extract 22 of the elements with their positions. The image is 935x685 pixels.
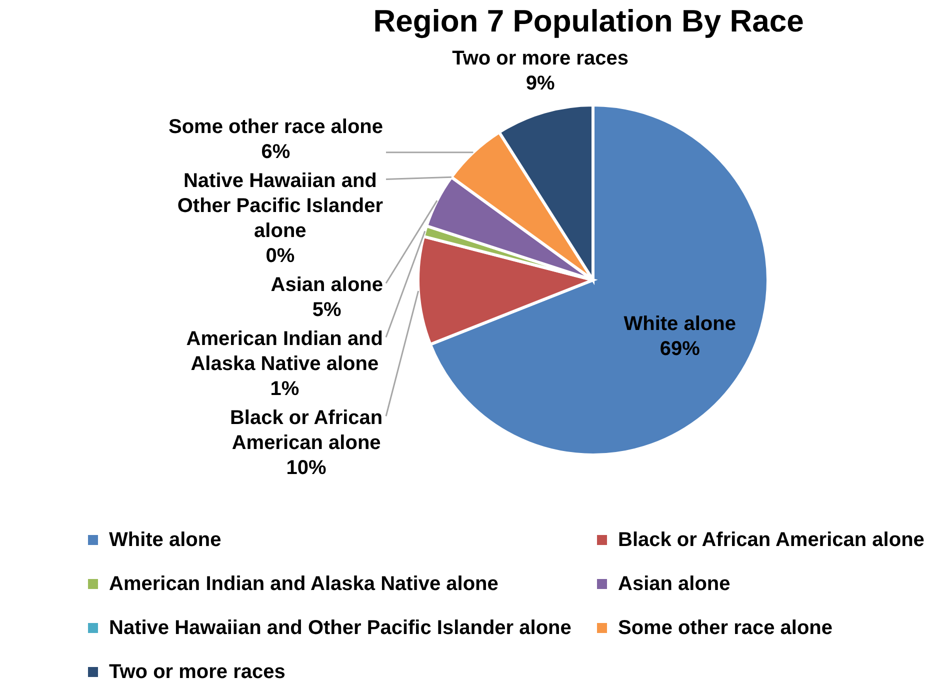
legend-label: Two or more races (109, 661, 286, 683)
slice-label: American Indian and Alaska Native alone (186, 328, 384, 376)
slice-label: Black or African American alone (230, 407, 383, 454)
legend-label: Black or African American alone (618, 529, 924, 551)
slice-label: Asian alone (270, 274, 384, 296)
slice-label: Some other race alone (168, 116, 384, 138)
legend-label: American Indian and Alaska Native alone (109, 573, 498, 595)
data-label: 10% (286, 457, 327, 480)
legend-label: Asian alone (618, 573, 730, 595)
chart-title: Region 7 Population By Race (373, 4, 804, 39)
legend-label: Some other race alone (618, 617, 833, 639)
text: 0% (266, 245, 295, 268)
legend-label: Native Hawaiian and Other Pacific Islander alone (109, 617, 572, 639)
data-label: 1% (270, 378, 300, 400)
data-label: 69% (660, 338, 700, 360)
data-label: 5% (312, 299, 342, 322)
data-label: 6% (261, 141, 290, 164)
category-label: Native Hawaiian and Other Pacific Islander alone (177, 170, 384, 242)
legend-label: White alone (109, 529, 222, 551)
slice-label: Two or more races (452, 48, 628, 70)
slice-label: White alone (624, 313, 736, 336)
data-label: 9% (526, 72, 555, 95)
